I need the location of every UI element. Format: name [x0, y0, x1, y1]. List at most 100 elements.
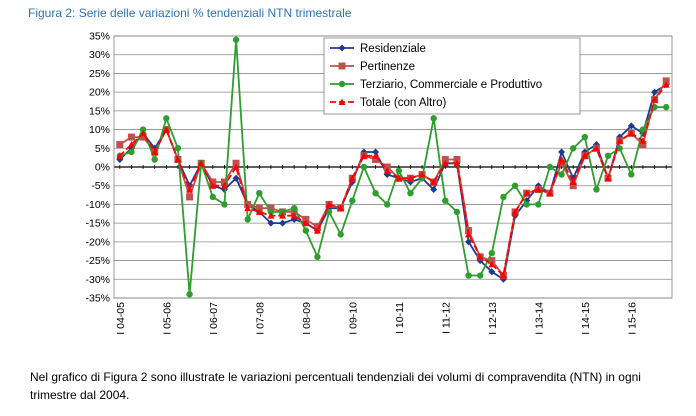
- data-point: [337, 231, 344, 238]
- data-point: [267, 219, 275, 227]
- x-tick-label: I 12-13: [487, 302, 499, 335]
- data-point: [441, 159, 449, 167]
- data-point: [360, 152, 368, 159]
- data-point: [523, 189, 531, 197]
- caption-text: Nel grafico di Figura 2 sono illustrate …: [30, 370, 641, 402]
- data-point: [465, 230, 473, 238]
- series-line: [119, 84, 667, 278]
- data-point: [372, 148, 380, 156]
- data-point: [313, 223, 321, 231]
- data-point: [279, 219, 287, 227]
- data-point: [453, 156, 461, 164]
- x-tick-label: I 11-12: [440, 302, 452, 334]
- data-point: [627, 122, 635, 130]
- x-tick-label: I 05-06: [161, 302, 173, 335]
- x-tick-label: I 08-09: [301, 302, 313, 335]
- data-point: [662, 103, 670, 111]
- y-tick-label: 35%: [89, 31, 110, 43]
- data-point: [197, 159, 205, 167]
- plot-frame: [113, 35, 673, 299]
- data-point: [511, 182, 519, 189]
- x-tick-label: I 09-10: [347, 302, 359, 335]
- x-tick-label: I 07-08: [254, 302, 266, 335]
- data-point: [383, 201, 391, 208]
- data-point: [639, 126, 647, 133]
- data-point: [221, 201, 228, 208]
- data-point: [372, 190, 379, 197]
- data-point: [232, 36, 240, 43]
- y-tick-label: 20%: [89, 87, 110, 99]
- data-point: [569, 178, 577, 185]
- x-tick-label: I 15-16: [626, 302, 638, 335]
- data-point: [174, 145, 182, 152]
- y-tick-label: -15%: [85, 218, 110, 230]
- data-point: [209, 193, 217, 201]
- data-point: [116, 152, 124, 159]
- data-point: [558, 171, 565, 178]
- data-point: [128, 148, 135, 156]
- data-point: [244, 200, 252, 208]
- data-point: [383, 167, 391, 174]
- data-point: [604, 174, 612, 182]
- data-point: [325, 208, 333, 216]
- y-tick-label: 30%: [89, 49, 110, 61]
- data-point: [535, 201, 542, 208]
- data-point: [314, 253, 321, 261]
- data-point: [302, 215, 310, 223]
- data-point: [325, 200, 333, 208]
- x-tick-label: I 13-14: [533, 302, 545, 335]
- data-point: [349, 197, 356, 204]
- legend-marker: [338, 80, 346, 88]
- data-point: [127, 133, 135, 141]
- data-point: [628, 171, 635, 178]
- data-point: [569, 145, 577, 152]
- data-point: [651, 96, 659, 103]
- data-point: [593, 186, 600, 193]
- x-tick-label: I 10-11: [394, 302, 406, 334]
- axes: [113, 35, 673, 299]
- data-point: [488, 268, 496, 276]
- data-point: [360, 163, 368, 171]
- series-group: [116, 36, 670, 298]
- data-point: [546, 163, 554, 171]
- data-point: [267, 212, 275, 219]
- legend-label: Residenziale: [360, 43, 426, 55]
- data-point: [662, 81, 670, 88]
- data-point: [476, 272, 484, 279]
- y-tick-label: -10%: [85, 199, 110, 211]
- data-point: [465, 238, 473, 246]
- data-point: [406, 174, 414, 182]
- data-point: [302, 227, 310, 234]
- data-point: [500, 193, 507, 201]
- data-point: [662, 77, 670, 85]
- legend-label: Terziario, Commerciale e Produttivo: [360, 79, 542, 91]
- data-point: [488, 260, 496, 268]
- data-point: [453, 159, 461, 167]
- data-point: [558, 156, 566, 163]
- data-point: [174, 156, 182, 163]
- series-4: [116, 81, 670, 279]
- data-point: [244, 204, 252, 212]
- figure-title: Figura 2: Serie delle variazioni % tende…: [28, 6, 352, 20]
- data-point: [279, 212, 287, 219]
- data-point: [116, 141, 124, 149]
- data-point: [639, 137, 647, 144]
- data-point: [430, 178, 438, 185]
- data-point: [267, 208, 275, 216]
- data-point: [255, 204, 263, 212]
- data-point: [232, 163, 240, 170]
- data-point: [430, 185, 438, 193]
- data-point: [139, 129, 147, 137]
- data-point: [604, 152, 612, 159]
- data-point: [290, 204, 298, 212]
- data-point: [279, 208, 286, 216]
- data-point: [244, 216, 251, 223]
- data-point: [313, 227, 321, 234]
- data-point: [256, 190, 263, 197]
- data-point: [163, 115, 170, 122]
- y-tick-label: 25%: [89, 68, 110, 80]
- data-point: [534, 185, 542, 193]
- data-point: [290, 208, 298, 216]
- data-point: [290, 212, 298, 219]
- data-point: [267, 204, 275, 212]
